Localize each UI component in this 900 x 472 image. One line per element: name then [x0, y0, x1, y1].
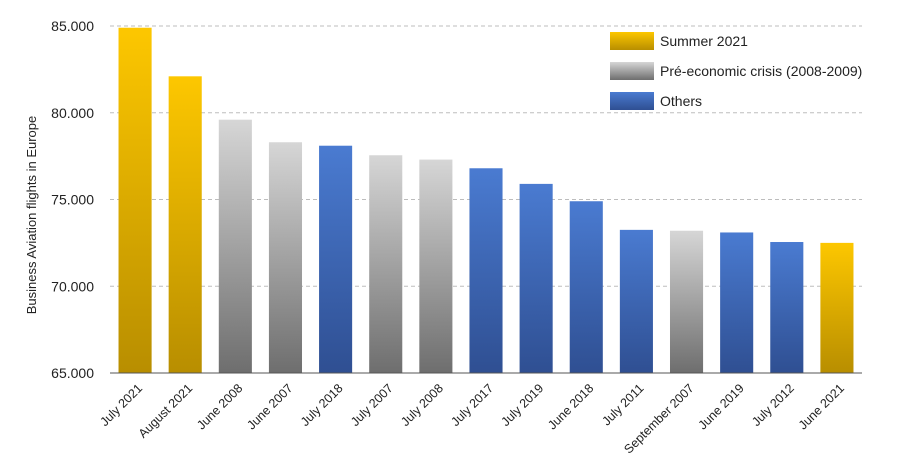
- bar: [519, 183, 553, 373]
- y-tick-labels: 65.000 70.000 75.000 80.000 85.000: [51, 18, 94, 381]
- legend-swatch: [610, 62, 654, 80]
- y-tick-label: 65.000: [51, 365, 94, 381]
- bars: [118, 27, 854, 374]
- y-tick-label: 85.000: [51, 18, 94, 34]
- bar: [369, 155, 403, 373]
- bar: [419, 159, 453, 373]
- legend-label: Summer 2021: [660, 33, 748, 49]
- bar: [469, 168, 503, 373]
- x-tick-label: June 2008: [194, 381, 245, 432]
- y-tick-label: 80.000: [51, 105, 94, 121]
- x-tick-label: July 2011: [599, 381, 646, 428]
- bar: [268, 142, 303, 373]
- bar: [669, 230, 704, 373]
- bar: [820, 242, 854, 373]
- x-tick-label: July 2007: [348, 381, 396, 429]
- bar: [168, 76, 202, 373]
- legend-swatch: [610, 32, 654, 50]
- y-axis-label: Business Aviation flights in Europe: [24, 116, 39, 315]
- legend-label: Others: [660, 93, 702, 109]
- legend-swatch: [610, 92, 654, 110]
- x-tick-label: June 2007: [244, 381, 295, 432]
- y-tick-label: 70.000: [51, 278, 94, 294]
- x-tick-label: July 2021: [97, 381, 145, 429]
- x-tick-label: June 2021: [796, 381, 847, 432]
- x-tick-label: July 2019: [499, 381, 547, 429]
- x-tick-label: July 2008: [398, 381, 446, 429]
- bar: [118, 27, 152, 374]
- legend: Summer 2021 Pré-economic crisis (2008-200…: [610, 32, 862, 110]
- x-tick-label: August 2021: [136, 381, 196, 441]
- x-tick-label: July 2012: [749, 381, 797, 429]
- bar: [319, 145, 353, 373]
- bar: [569, 201, 603, 373]
- legend-label: Pré-economic crisis (2008-2009): [660, 63, 862, 79]
- x-tick-label: June 2018: [545, 381, 596, 432]
- bar: [619, 229, 653, 373]
- bar: [770, 242, 804, 373]
- x-tick-label: June 2019: [696, 381, 747, 432]
- y-tick-label: 75.000: [51, 192, 94, 208]
- x-tick-label: July 2017: [448, 381, 496, 429]
- bar: [218, 119, 252, 373]
- bar: [720, 232, 754, 373]
- x-tick-label: July 2018: [298, 381, 346, 429]
